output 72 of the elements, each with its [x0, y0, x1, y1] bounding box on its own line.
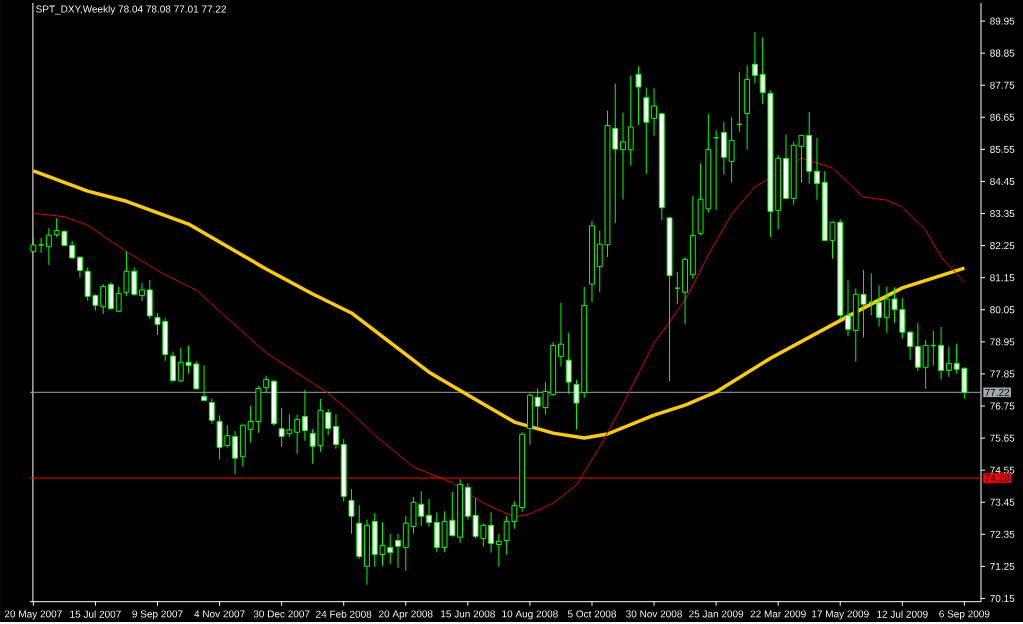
x-tick-label: 6 Sep 2009: [939, 610, 990, 620]
candlestick: [914, 322, 921, 372]
candlestick: [759, 36, 766, 105]
y-tick-label: 81.15: [990, 274, 1015, 282]
x-tick-label: 24 Feb 2008: [316, 610, 372, 618]
y-tick-label: 74.55: [990, 466, 1015, 474]
x-tick-label: 30 Nov 2008: [626, 610, 682, 618]
x-tick-label: 12 Jul 2009: [877, 610, 928, 618]
x-tick-label: 4 Nov 2007: [194, 610, 245, 618]
candlestick: [635, 65, 642, 126]
chart-title: SPT_DXY,Weekly 78.04 78.08 77.01 77.22: [36, 5, 226, 15]
y-tick-label: 85.55: [990, 145, 1015, 153]
candlestick: [115, 285, 122, 313]
candlestick: [922, 339, 929, 390]
candlestick: [45, 227, 52, 266]
candlestick: [907, 330, 914, 361]
x-tick-label: 20 May 2007: [4, 610, 62, 620]
y-tick-label: 87.75: [990, 81, 1015, 89]
candlestick: [139, 282, 145, 302]
candlestick: [488, 511, 495, 554]
candlestick: [565, 332, 572, 395]
candlestick: [201, 364, 207, 402]
x-tick-label: 5 Oct 2008: [567, 610, 616, 618]
candlestick: [845, 279, 851, 337]
candlestick: [751, 31, 758, 85]
y-tick-label: 72.35: [990, 530, 1015, 538]
x-tick-label: 15 Jun 2008: [441, 610, 495, 618]
y-tick-label: 88.85: [990, 49, 1015, 57]
y-tick-label: 77.85: [990, 370, 1015, 378]
y-tick-label: 78.95: [990, 338, 1015, 346]
y-tick-label: 89.95: [990, 17, 1015, 25]
candlestick: [651, 87, 657, 137]
candlestick: [814, 137, 820, 201]
x-tick-label: 17 May 2009: [812, 610, 869, 620]
ref-line-label: 77.22: [985, 388, 1010, 396]
x-tick-label: 30 Dec 2007: [253, 610, 310, 618]
y-tick-label: 70.15: [990, 594, 1015, 603]
candlestick: [558, 302, 564, 367]
y-tick-label: 75.65: [990, 434, 1015, 442]
candlestick: [232, 430, 239, 475]
candlestick: [620, 112, 626, 201]
y-tick-label: 80.05: [990, 306, 1015, 314]
x-tick-label: 15 Jul 2007: [70, 610, 121, 618]
ref-line-label: 74.28: [985, 474, 1010, 482]
candlestick: [395, 533, 401, 569]
candlestick: [348, 488, 355, 535]
candlestick: [263, 375, 270, 394]
candlestick: [426, 498, 432, 528]
candlestick: [627, 75, 634, 167]
line-series: [31, 169, 967, 440]
x-tick-label: 10 Aug 2008: [502, 610, 558, 620]
candlestick: [301, 389, 308, 442]
candlestick: [728, 116, 735, 184]
candlestick: [76, 255, 83, 279]
y-tick-label: 82.25: [990, 242, 1015, 250]
x-tick-label: 25 Jan 2009: [689, 610, 744, 618]
candlestick: [945, 346, 952, 378]
y-tick-label: 76.75: [990, 402, 1015, 410]
y-tick-label: 84.45: [990, 177, 1015, 186]
y-tick-label: 86.65: [990, 113, 1015, 121]
y-tick-label: 71.25: [990, 562, 1015, 570]
candlestick: [495, 533, 502, 568]
x-tick-label: 9 Sep 2007: [132, 610, 183, 620]
candlestick: [333, 413, 339, 450]
x-tick-label: 20 Apr 2008: [379, 610, 433, 620]
candlestick: [294, 414, 301, 455]
y-tick-label: 83.35: [990, 210, 1015, 218]
x-tick-label: 22 Mar 2009: [750, 610, 806, 618]
y-tick-label: 73.45: [990, 498, 1015, 506]
candlestick: [876, 284, 882, 328]
candlestick: [38, 237, 45, 254]
candlestick: [208, 397, 215, 425]
